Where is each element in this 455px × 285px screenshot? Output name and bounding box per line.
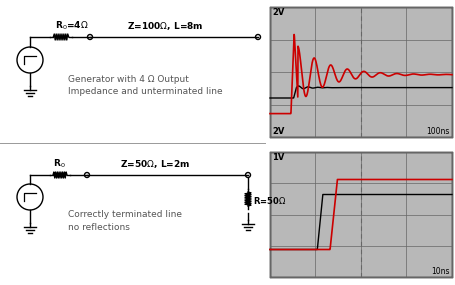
Text: 100ns: 100ns: [426, 127, 449, 136]
Bar: [269, 7, 451, 137]
Text: 2V: 2V: [271, 8, 284, 17]
Text: R=50$\Omega$: R=50$\Omega$: [253, 196, 286, 207]
Circle shape: [245, 172, 250, 178]
Circle shape: [255, 34, 260, 40]
Circle shape: [87, 34, 92, 40]
Text: 1V: 1V: [271, 153, 284, 162]
Text: 10ns: 10ns: [430, 267, 449, 276]
Text: Z=50$\Omega$, L=2m: Z=50$\Omega$, L=2m: [120, 158, 190, 170]
Text: R$_0$=4$\Omega$: R$_0$=4$\Omega$: [55, 19, 88, 32]
Text: 2V: 2V: [271, 127, 284, 136]
Text: Correctly terminated line
no reflections: Correctly terminated line no reflections: [68, 210, 182, 231]
Text: R$_0$: R$_0$: [53, 158, 66, 170]
Text: Z=100$\Omega$, L=8m: Z=100$\Omega$, L=8m: [126, 20, 203, 32]
Circle shape: [84, 172, 89, 178]
Bar: [269, 152, 451, 277]
Text: Generator with 4 Ω Output
Impedance and unterminated line: Generator with 4 Ω Output Impedance and …: [68, 75, 222, 97]
